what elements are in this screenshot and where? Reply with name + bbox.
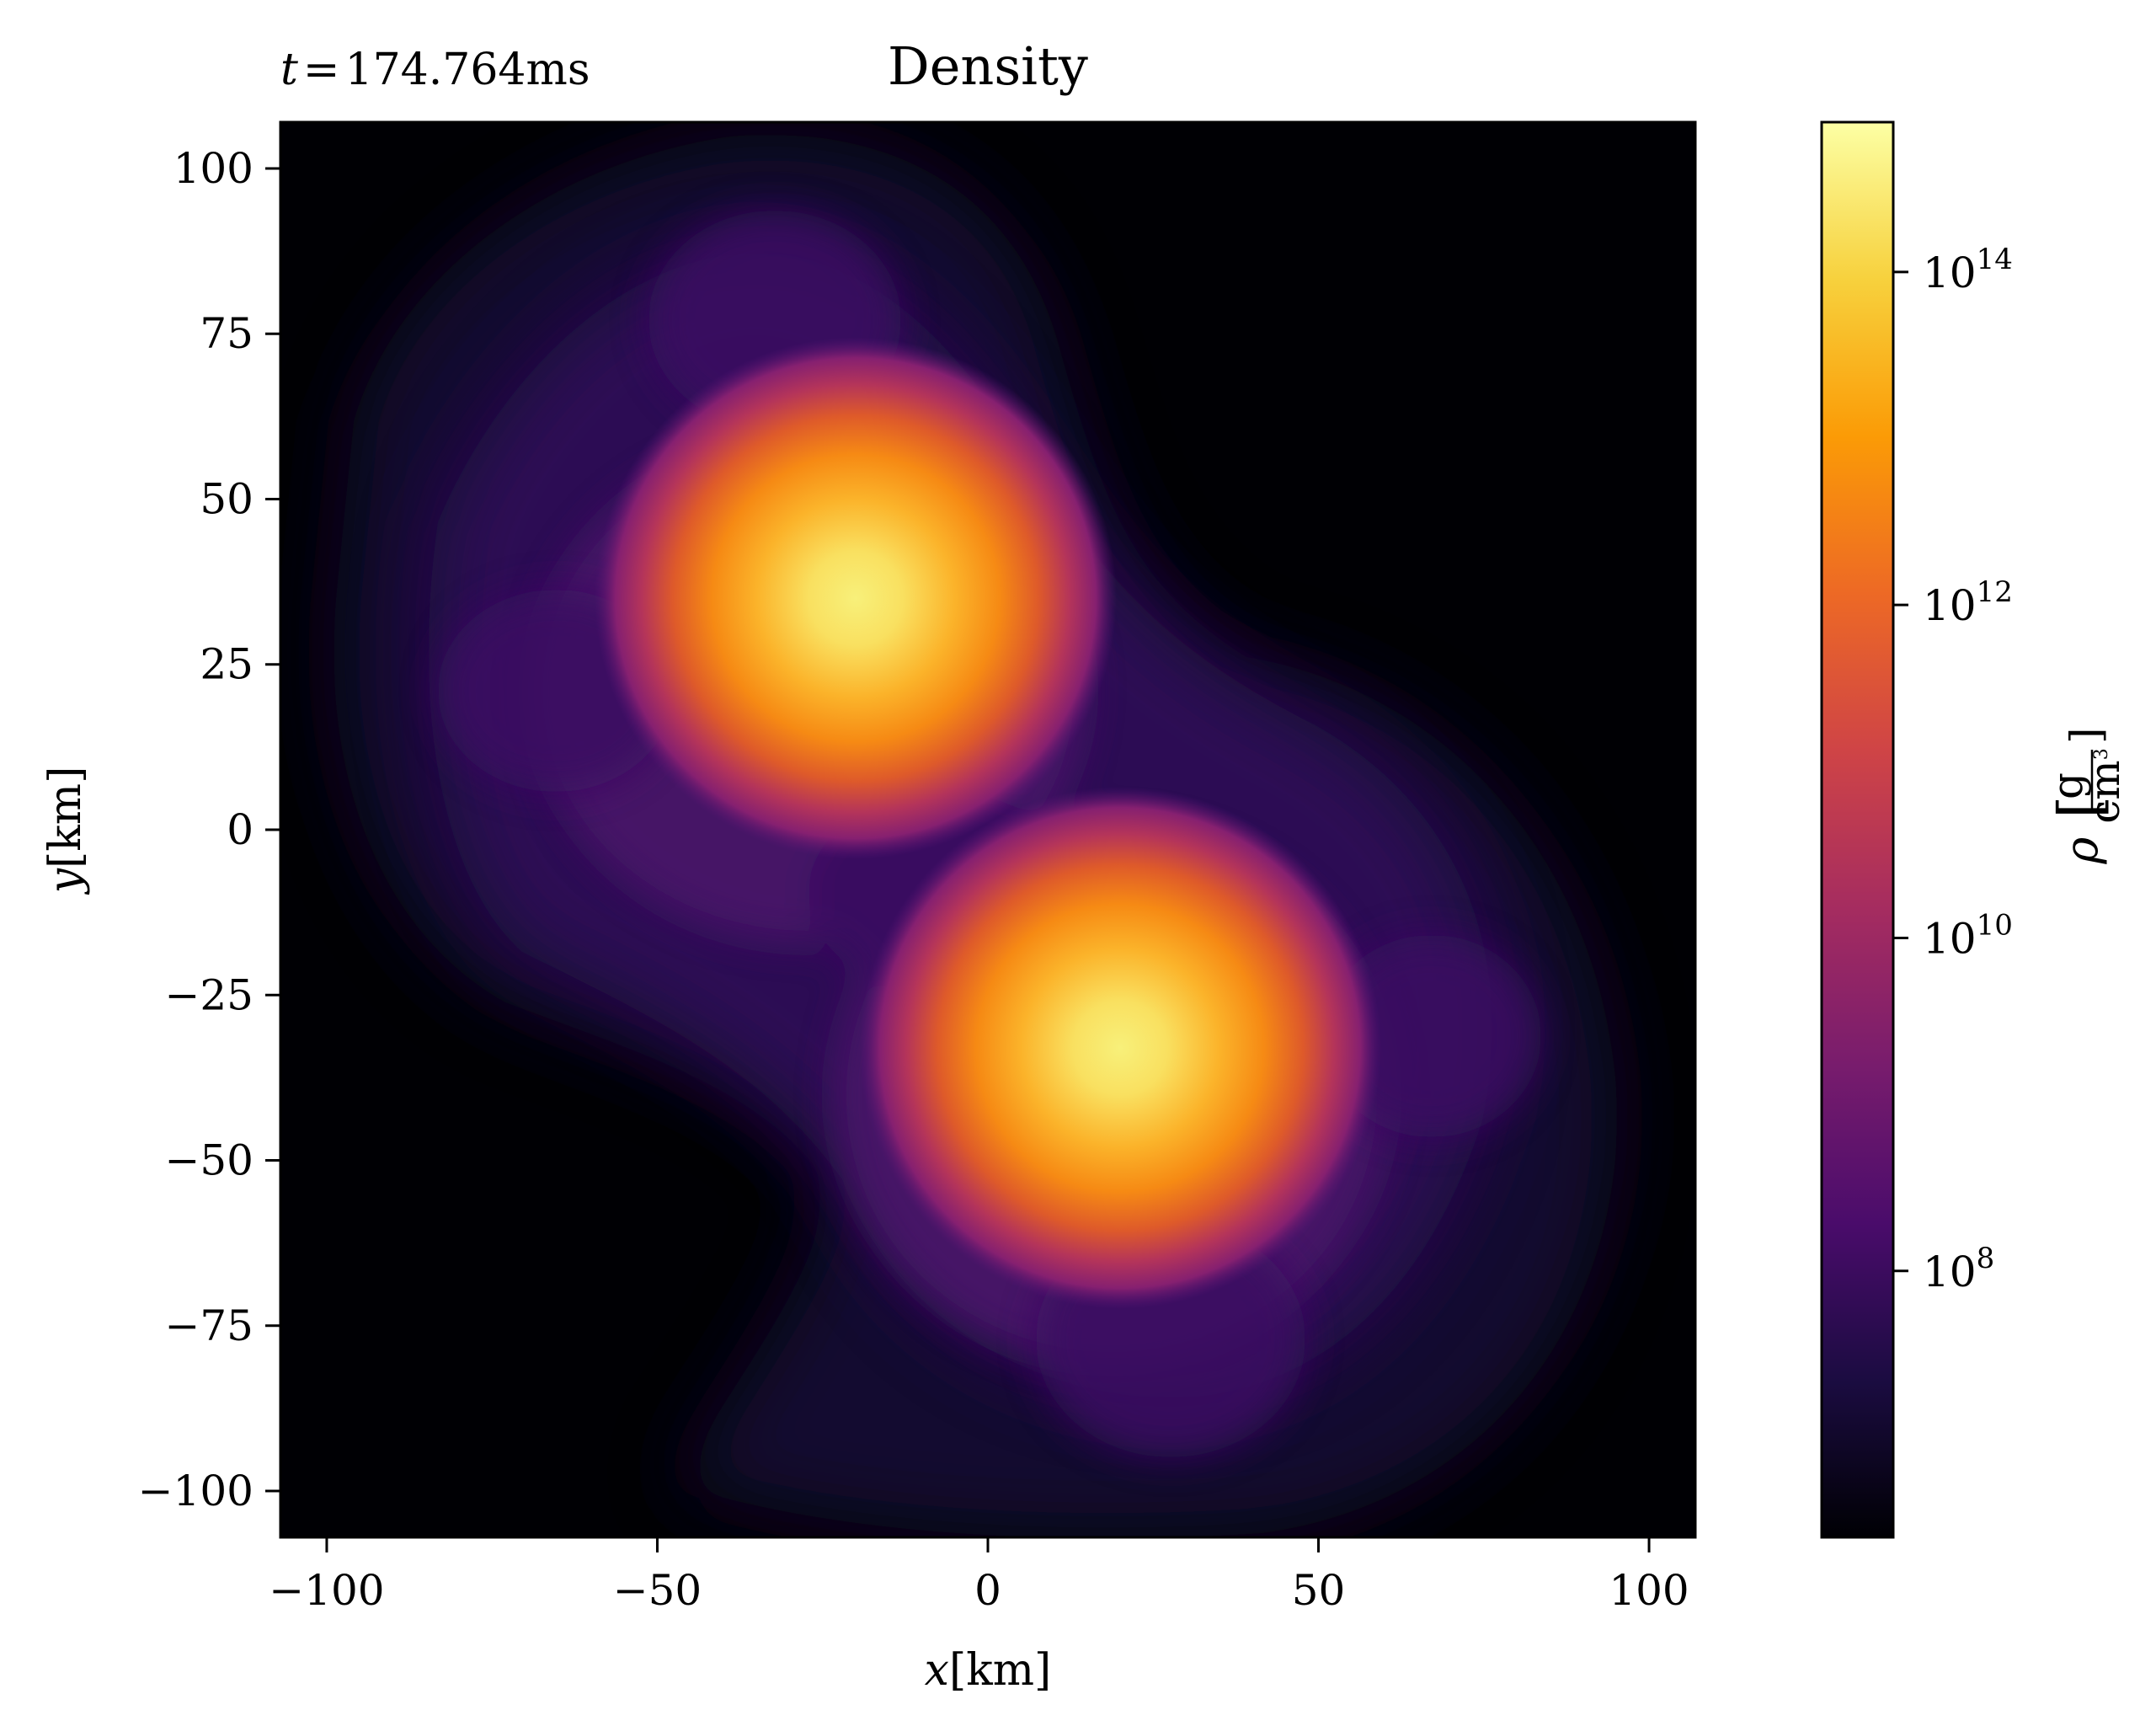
y-tick-label: 25 [200, 640, 253, 689]
y-tick-label: 0 [227, 805, 253, 854]
y-tick-label: −75 [164, 1301, 253, 1350]
y-tick-label: 50 [200, 474, 253, 523]
svg-text:g: g [2043, 772, 2092, 799]
colorbar: 108 1010 1012 1014 ρ [ g cm3 ] [1820, 120, 2129, 1539]
y-tick-label: −100 [138, 1467, 253, 1515]
y-tick-label: −25 [164, 970, 253, 1019]
x-tick-label: −50 [613, 1566, 702, 1615]
x-tick-label: 100 [1609, 1566, 1689, 1615]
x-axis: −100 −50 0 50 100 [269, 1537, 1689, 1615]
svg-text:cm3: cm3 [2080, 748, 2129, 823]
x-tick-label: 50 [1292, 1566, 1346, 1615]
x-tick-label: −100 [269, 1566, 384, 1615]
density-core-upper [594, 337, 1117, 860]
svg-text:ρ [: ρ [ [2046, 796, 2115, 865]
y-axis: −100 −75 −50 −25 0 25 50 75 100 [138, 144, 280, 1515]
colorbar-gradient [1820, 120, 1895, 1539]
density-field [334, 134, 1618, 1537]
colorbar-tick-label: 108 [1923, 1242, 1994, 1296]
density-core-lower [859, 787, 1382, 1310]
colorbar-ticks: 108 1010 1012 1014 [1893, 243, 2013, 1296]
y-tick-label: 100 [173, 144, 253, 193]
y-tick-label: −50 [164, 1136, 253, 1185]
colorbar-tick-label: 1014 [1923, 243, 2013, 297]
x-axis-label: x[km] [925, 1645, 1052, 1696]
colorbar-label: ρ [ g cm3 ] [2043, 727, 2129, 864]
x-tick-label: 0 [974, 1566, 1001, 1615]
time-label: t = 174.764ms [280, 45, 590, 95]
y-tick-label: 75 [200, 309, 253, 358]
heatmap-panel [279, 120, 1697, 1539]
colorbar-tick-label: 1012 [1923, 575, 2013, 630]
y-axis-label: y[km] [40, 767, 91, 895]
chart-title: Density [888, 35, 1088, 97]
colorbar-tick-label: 1010 [1923, 908, 2013, 963]
svg-text:]: ] [2062, 727, 2111, 744]
